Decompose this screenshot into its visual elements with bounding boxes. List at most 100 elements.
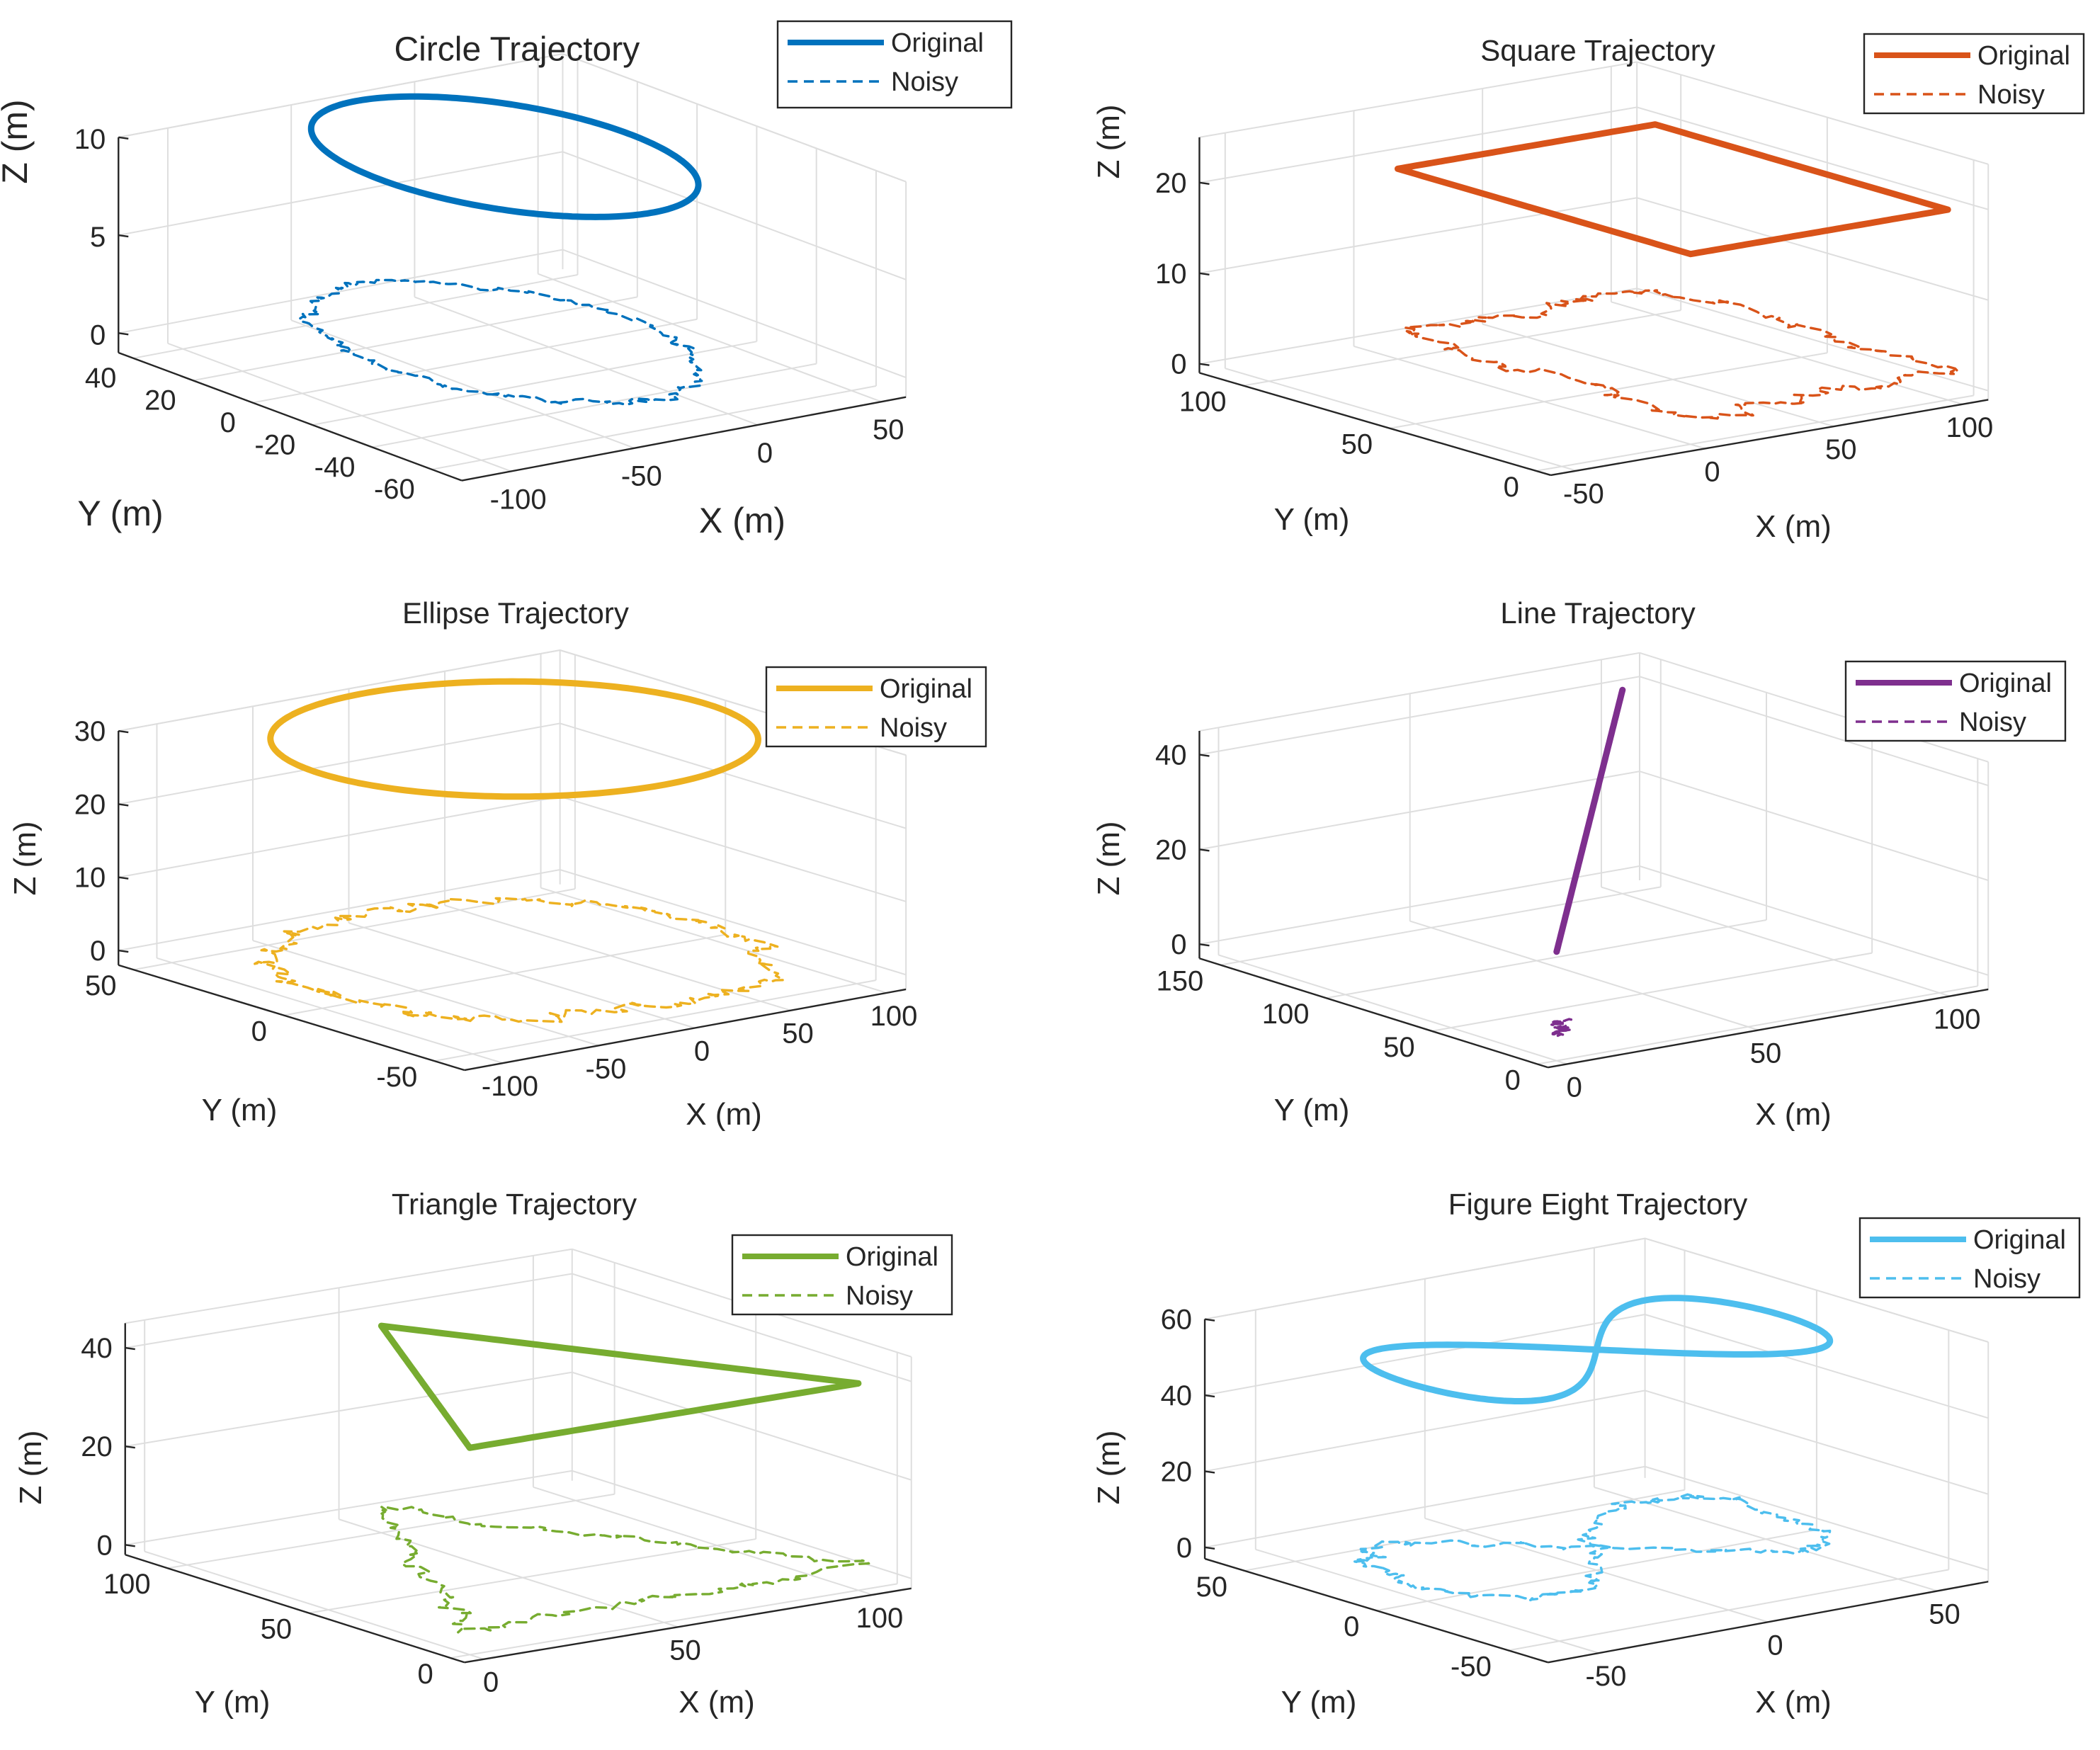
subplot-1: 0 5 10 -60 -40 -20 0 20 40 -100 -50 0 50 Z (m) Y (m) X …	[0, 20, 1013, 540]
grid-line	[125, 1371, 912, 1481]
y-tick-label: 0	[1344, 1611, 1359, 1642]
grid-line	[1431, 952, 1873, 1032]
axes: 0 20 40 0 50 100 150 0 50 100	[1155, 731, 1989, 1103]
grid-line	[414, 296, 759, 426]
subplot-2: 0 10 20 0 50 100 -50 0 50 100 Z (m) Y (m) X (m) Squar…	[1091, 33, 2085, 544]
legend-label: Noisy	[846, 1281, 913, 1311]
z-tick-label: 5	[90, 222, 106, 253]
grid-line	[434, 979, 876, 1062]
x-tick-label: 50	[1750, 1038, 1782, 1069]
z-tick	[1204, 1318, 1215, 1322]
grid-line	[1536, 394, 1974, 472]
z-tick-label: 60	[1161, 1305, 1193, 1336]
grid-line	[118, 151, 907, 280]
grid-line	[1390, 352, 1828, 429]
legend: Original Noisy	[776, 20, 1013, 109]
grid-line	[339, 1518, 679, 1628]
series-original-line	[1360, 1295, 1834, 1404]
z-tick-label: 20	[1161, 1456, 1193, 1487]
legend-label: Noisy	[1973, 1264, 2041, 1294]
y-axis-label: Y (m)	[1274, 502, 1350, 537]
z-axis-label: Z (m)	[0, 99, 35, 183]
grid-line	[118, 722, 907, 829]
y-tick-label: 50	[261, 1614, 293, 1645]
x-tick-label: 100	[870, 1001, 918, 1032]
z-axis-label: Z (m)	[8, 821, 42, 895]
z-tick-label: 40	[1161, 1380, 1193, 1411]
z-tick	[118, 949, 129, 953]
y-tick-label: 0	[220, 407, 236, 438]
z-axis-label: Z (m)	[1091, 1430, 1126, 1504]
z-tick-label: 0	[1171, 929, 1186, 960]
z-tick-label: 0	[1171, 349, 1186, 380]
x-tick-label: 50	[1929, 1598, 1960, 1630]
chart-title: Line Trajectory	[1500, 596, 1695, 630]
z-tick	[1199, 943, 1210, 947]
legend-label: Noisy	[1977, 80, 2045, 110]
z-tick-label: 40	[1155, 740, 1187, 771]
legend-box	[1844, 660, 2067, 742]
axis-line	[118, 964, 465, 1072]
legend-label: Original	[846, 1242, 938, 1272]
chart-title: Triangle Trajectory	[392, 1187, 637, 1220]
grid-line	[1199, 652, 1640, 732]
x-tick-label: 100	[856, 1603, 903, 1634]
grid-line	[450, 1583, 897, 1659]
z-tick-label: 0	[97, 1530, 113, 1561]
legend-box	[1863, 33, 2085, 115]
series-noisy-line	[1404, 289, 1960, 420]
z-tick-label: 0	[1176, 1533, 1192, 1564]
grid-line	[1508, 1569, 1949, 1652]
legend-label: Original	[1959, 669, 2052, 698]
z-tick	[1204, 1546, 1215, 1550]
series-noisy-line	[1353, 1493, 1832, 1602]
axes: 0 20 40 0 50 100 0 50 100	[81, 1323, 912, 1698]
grid-line	[118, 249, 907, 378]
x-tick-label: -50	[621, 461, 662, 492]
z-tick-label: 10	[1155, 258, 1187, 290]
z-tick-label: 20	[1155, 834, 1187, 865]
subplot-5: 0 20 40 0 50 100 0 50 100 Z (m) Y (m) X (m) Triangle…	[13, 1187, 953, 1720]
x-tick-label: 100	[1946, 412, 1994, 443]
x-tick-label: 0	[1704, 456, 1720, 487]
x-tick-label: 0	[757, 438, 773, 469]
grid-line	[133, 273, 578, 359]
z-axis-label: Z (m)	[1091, 821, 1126, 895]
grid-line	[540, 887, 887, 994]
grid-line	[1225, 368, 1577, 472]
x-tick-label: -50	[586, 1053, 627, 1084]
z-tick-label: 10	[74, 863, 106, 894]
legend: Original Noisy	[731, 1234, 953, 1316]
z-tick	[118, 876, 129, 880]
legend-label: Original	[880, 674, 972, 704]
z-tick	[1199, 272, 1210, 275]
series-noisy-line	[254, 897, 785, 1023]
y-tick-label: 100	[1262, 999, 1310, 1030]
grid-line	[1611, 301, 1963, 405]
grid-line	[431, 385, 877, 470]
y-axis-label: Y (m)	[1274, 1093, 1350, 1127]
grid	[1198, 61, 1990, 472]
grid-line	[1220, 886, 1661, 966]
grid-line	[1376, 1529, 1817, 1612]
y-tick-label: 0	[418, 1659, 433, 1690]
z-tick	[118, 136, 129, 140]
y-tick-label: 20	[144, 385, 176, 416]
grid-line	[1199, 288, 1989, 392]
axis-line	[461, 396, 907, 482]
y-tick-label: 0	[1505, 1065, 1521, 1096]
grid-line	[1601, 886, 1951, 997]
y-tick-label: 50	[85, 970, 117, 1001]
grid-line	[1353, 345, 1705, 450]
z-tick	[125, 1445, 135, 1449]
chart-title: Square Trajectory	[1480, 34, 1715, 67]
axis-line	[1199, 958, 1549, 1069]
x-tick-label: 50	[669, 1635, 701, 1666]
y-tick-label: 50	[1383, 1032, 1415, 1063]
series-original-line	[378, 1322, 862, 1451]
z-axis-label: Z (m)	[1091, 104, 1126, 178]
series-original-line	[307, 93, 702, 220]
grid	[118, 52, 907, 472]
